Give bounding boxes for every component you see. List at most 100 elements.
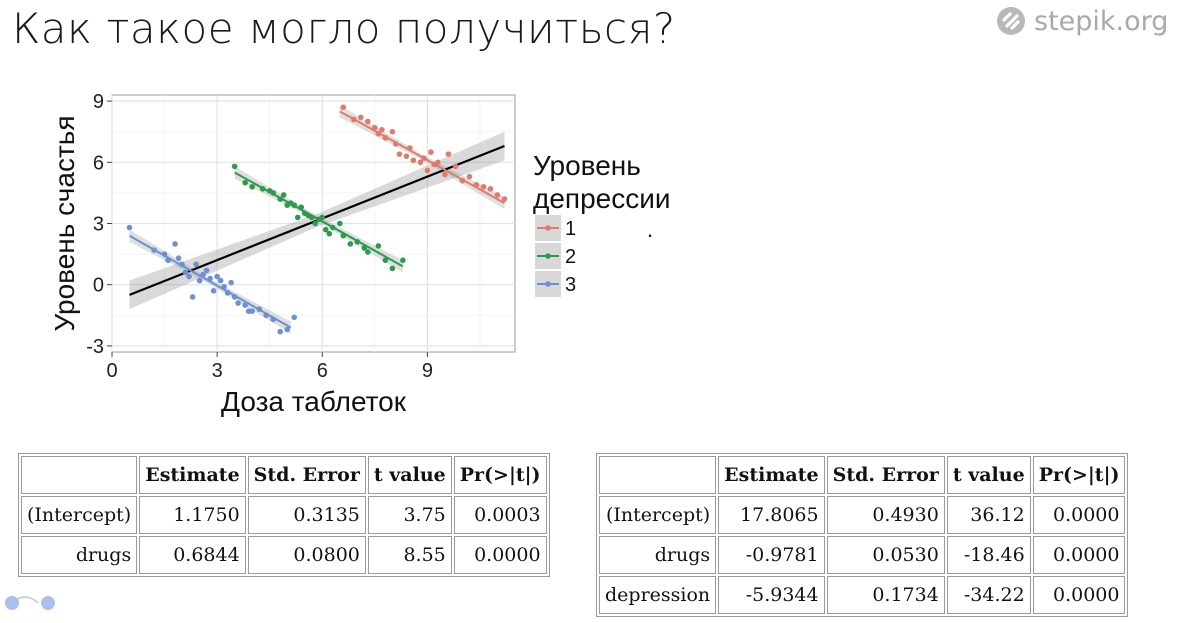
table-cell: (Intercept) xyxy=(21,496,138,534)
legend-label: 3 xyxy=(565,274,576,296)
data-point xyxy=(242,179,248,186)
data-point xyxy=(189,294,196,300)
data-point xyxy=(277,328,284,335)
data-point xyxy=(242,302,248,308)
data-point xyxy=(445,151,452,157)
x-tick-label: 0 xyxy=(106,360,117,382)
data-point xyxy=(203,267,210,274)
data-point xyxy=(280,192,287,198)
data-point xyxy=(249,183,255,190)
y-tick-label: 6 xyxy=(93,152,104,174)
table-header-cell: Pr(>|t|) xyxy=(453,456,547,494)
data-point xyxy=(428,149,434,155)
table-cell: 36.12 xyxy=(946,496,1031,534)
table-cell: 0.0003 xyxy=(453,496,547,534)
data-point xyxy=(417,159,424,166)
table-cell: (Intercept) xyxy=(599,496,717,534)
data-point xyxy=(340,104,347,111)
brand-name: stepik.org xyxy=(1034,5,1169,37)
legend-key-point xyxy=(545,225,551,231)
slide-progress-dots[interactable] xyxy=(2,590,62,616)
data-point xyxy=(400,257,406,264)
table-cell: 0.0000 xyxy=(1032,536,1126,574)
table-cell: depression xyxy=(599,576,717,614)
table-cell: 0.0000 xyxy=(453,536,547,574)
table-cell: 8.55 xyxy=(367,536,452,574)
y-tick-label: 3 xyxy=(93,214,104,236)
table-cell: 0.3135 xyxy=(247,496,366,534)
x-tick-label: 6 xyxy=(317,360,328,382)
data-point xyxy=(175,255,182,261)
data-point xyxy=(389,128,396,135)
data-point xyxy=(501,196,508,202)
data-point xyxy=(382,257,389,264)
data-point xyxy=(126,224,133,231)
brand-logo[interactable]: stepik.org xyxy=(996,4,1168,38)
y-tick-label: -3 xyxy=(86,336,104,358)
table-cell: drugs xyxy=(21,536,138,574)
table-cell: -5.9344 xyxy=(718,576,825,614)
data-point xyxy=(231,163,238,170)
data-point xyxy=(480,183,487,190)
table-row: (Intercept) 17.8065 0.4930 36.12 0.0000 xyxy=(599,496,1126,534)
table-header-cell: Pr(>|t|) xyxy=(1032,456,1126,494)
table-cell: 17.8065 xyxy=(718,496,825,534)
data-point xyxy=(249,308,255,315)
data-point xyxy=(336,220,343,227)
legend-label: 1 xyxy=(565,218,576,240)
stepik-logo-icon xyxy=(997,7,1025,35)
table-cell: 0.4930 xyxy=(826,496,945,534)
table-header-cell xyxy=(599,456,717,494)
table-cell: 0.6844 xyxy=(139,536,246,574)
group-fit-line xyxy=(234,171,404,268)
table-cell: 1.1750 xyxy=(139,496,246,534)
data-point xyxy=(379,126,385,133)
table-header-cell: t value xyxy=(946,456,1031,494)
data-point xyxy=(396,151,403,157)
data-point xyxy=(291,314,298,321)
table-cell: 0.0800 xyxy=(247,536,366,574)
table-header-cell: Std. Error xyxy=(826,456,945,494)
table-header-row: Estimate Std. Error t value Pr(>|t|) xyxy=(21,456,547,494)
data-point xyxy=(322,226,329,233)
table-header-cell: Estimate xyxy=(139,456,246,494)
data-point xyxy=(196,277,203,284)
legend-label: 2 xyxy=(565,246,576,268)
data-point xyxy=(365,118,371,125)
data-point xyxy=(214,273,220,280)
table-row: (Intercept) 1.1750 0.3135 3.75 0.0003 xyxy=(21,496,547,534)
data-point xyxy=(389,265,396,272)
data-point xyxy=(435,159,441,166)
table-header-cell xyxy=(21,456,138,494)
group-fit-line xyxy=(339,110,505,204)
group-fit-line xyxy=(129,234,292,329)
x-axis-title: Доза таблеток xyxy=(221,386,407,417)
legend-key-point xyxy=(545,281,551,287)
data-point xyxy=(172,241,178,247)
legend-key-point xyxy=(545,253,551,259)
data-point xyxy=(466,173,473,180)
data-point xyxy=(228,279,234,286)
table-cell: -34.22 xyxy=(946,576,1031,614)
table-cell: 0.0000 xyxy=(1032,496,1126,534)
table-row: depression -5.9344 0.1734 -34.22 0.0000 xyxy=(599,576,1126,614)
table-cell: 3.75 xyxy=(367,496,452,534)
data-point xyxy=(410,157,417,164)
data-point xyxy=(358,114,364,121)
x-tick-label: 9 xyxy=(422,360,433,382)
table-row: drugs -0.9781 0.0530 -18.46 0.0000 xyxy=(599,536,1126,574)
legend-title: депрессии xyxy=(533,183,671,214)
data-point xyxy=(294,214,301,221)
regression-table-simple: Estimate Std. Error t value Pr(>|t|) (In… xyxy=(18,453,550,577)
table-cell: 0.0530 xyxy=(826,536,945,574)
data-point xyxy=(284,326,291,333)
data-point xyxy=(452,163,459,170)
data-point xyxy=(319,214,326,221)
y-tick-label: 0 xyxy=(93,275,104,297)
data-point xyxy=(326,230,333,237)
data-point xyxy=(494,192,501,198)
data-point xyxy=(235,300,241,306)
table-header-row: Estimate Std. Error t value Pr(>|t|) xyxy=(599,456,1126,494)
stray-dot: . xyxy=(647,217,653,242)
